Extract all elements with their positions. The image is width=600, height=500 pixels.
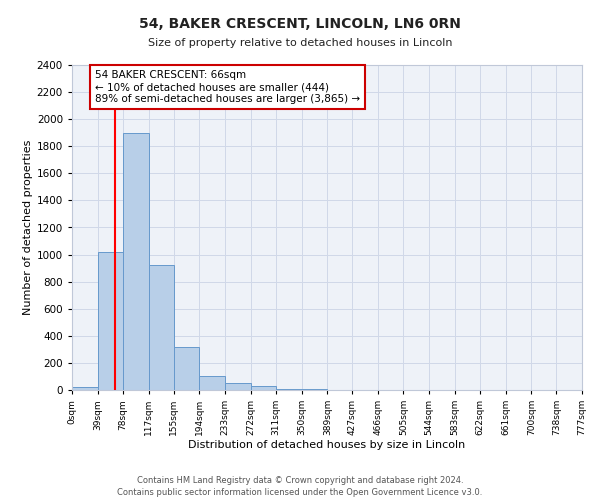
Bar (225, 383, 251, 390)
Bar (72, 388, 98, 390)
Bar (251, 386, 276, 390)
Bar (98, 252, 123, 390)
Bar (174, 346, 199, 390)
Text: Size of property relative to detached houses in Lincoln: Size of property relative to detached ho… (148, 38, 452, 48)
Text: 54, BAKER CRESCENT, LINCOLN, LN6 0RN: 54, BAKER CRESCENT, LINCOLN, LN6 0RN (139, 18, 461, 32)
Bar (276, 388, 302, 390)
Bar (199, 376, 225, 390)
Text: 54 BAKER CRESCENT: 66sqm
← 10% of detached houses are smaller (444)
89% of semi-: 54 BAKER CRESCENT: 66sqm ← 10% of detach… (95, 70, 360, 104)
X-axis label: Distribution of detached houses by size in Lincoln: Distribution of detached houses by size … (188, 440, 466, 450)
Text: Contains public sector information licensed under the Open Government Licence v3: Contains public sector information licen… (118, 488, 482, 497)
Text: Contains HM Land Registry data © Crown copyright and database right 2024.: Contains HM Land Registry data © Crown c… (137, 476, 463, 485)
Y-axis label: Number of detached properties: Number of detached properties (23, 140, 32, 315)
Bar (149, 266, 175, 390)
Bar (123, 132, 149, 390)
